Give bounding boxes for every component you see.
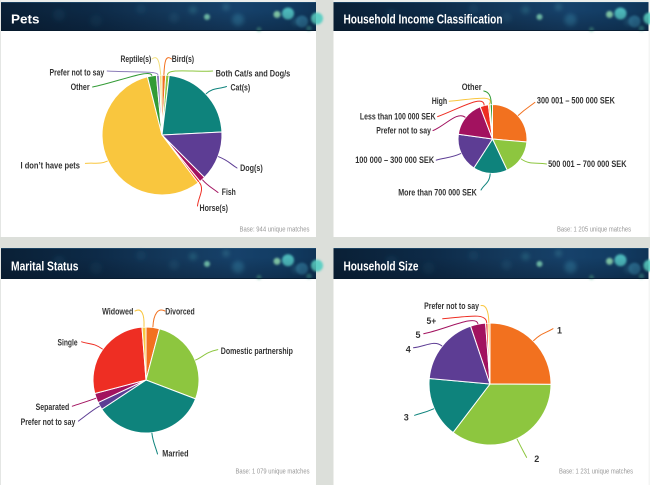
svg-text:Married: Married: [162, 449, 188, 459]
svg-text:Household Income Classificatio: Household Income Classification: [344, 12, 503, 27]
svg-text:Widowed: Widowed: [102, 307, 133, 317]
svg-text:Pets: Pets: [11, 12, 40, 27]
svg-text:More than 700 000 SEK: More than 700 000 SEK: [398, 187, 477, 197]
svg-text:Dog(s): Dog(s): [240, 163, 263, 173]
svg-text:100 000 – 300 000 SEK: 100 000 – 300 000 SEK: [355, 155, 434, 165]
svg-text:Prefer not to say: Prefer not to say: [21, 417, 76, 427]
svg-text:Domestic partnership: Domestic partnership: [221, 346, 293, 356]
svg-text:1: 1: [557, 325, 562, 335]
svg-text:Prefer not to say: Prefer not to say: [424, 301, 479, 311]
svg-text:Divorced: Divorced: [165, 307, 194, 317]
svg-text:Horse(s): Horse(s): [200, 203, 229, 213]
svg-text:Single: Single: [58, 338, 78, 348]
svg-text:Bird(s): Bird(s): [172, 54, 194, 64]
svg-text:I don’t have pets: I don’t have pets: [21, 161, 81, 171]
svg-text:Other: Other: [71, 82, 90, 92]
svg-text:Cat(s): Cat(s): [231, 83, 251, 93]
svg-text:High: High: [432, 96, 448, 106]
svg-text:4: 4: [406, 344, 411, 354]
svg-text:Other: Other: [462, 82, 482, 92]
svg-text:Less than 100 000 SEK: Less than 100 000 SEK: [360, 111, 436, 121]
svg-text:Household Size: Household Size: [344, 259, 419, 274]
svg-text:300 001 – 500 000 SEK: 300 001 – 500 000 SEK: [537, 96, 615, 106]
svg-text:Base: 1 205 unique matches: Base: 1 205 unique matches: [557, 225, 631, 234]
svg-text:Base: 1 079 unique matches: Base: 1 079 unique matches: [236, 467, 310, 476]
svg-text:5: 5: [415, 330, 420, 340]
svg-text:Base: 944 unique matches: Base: 944 unique matches: [240, 225, 310, 234]
svg-text:500 001 – 700 000 SEK: 500 001 – 700 000 SEK: [548, 159, 627, 169]
svg-text:5+: 5+: [427, 316, 437, 326]
svg-text:2: 2: [534, 454, 539, 464]
svg-text:Fish: Fish: [222, 187, 236, 197]
svg-text:Prefer not to say: Prefer not to say: [50, 68, 105, 78]
svg-text:Both Cat/s and Dog/s: Both Cat/s and Dog/s: [216, 69, 291, 79]
svg-text:Prefer not to say: Prefer not to say: [376, 125, 431, 135]
svg-text:Marital Status: Marital Status: [11, 259, 79, 274]
svg-text:Base: 1 231 unique matches: Base: 1 231 unique matches: [559, 467, 633, 476]
svg-text:3: 3: [404, 412, 409, 422]
svg-text:Reptile(s): Reptile(s): [121, 54, 152, 64]
svg-text:Separated: Separated: [36, 402, 70, 412]
